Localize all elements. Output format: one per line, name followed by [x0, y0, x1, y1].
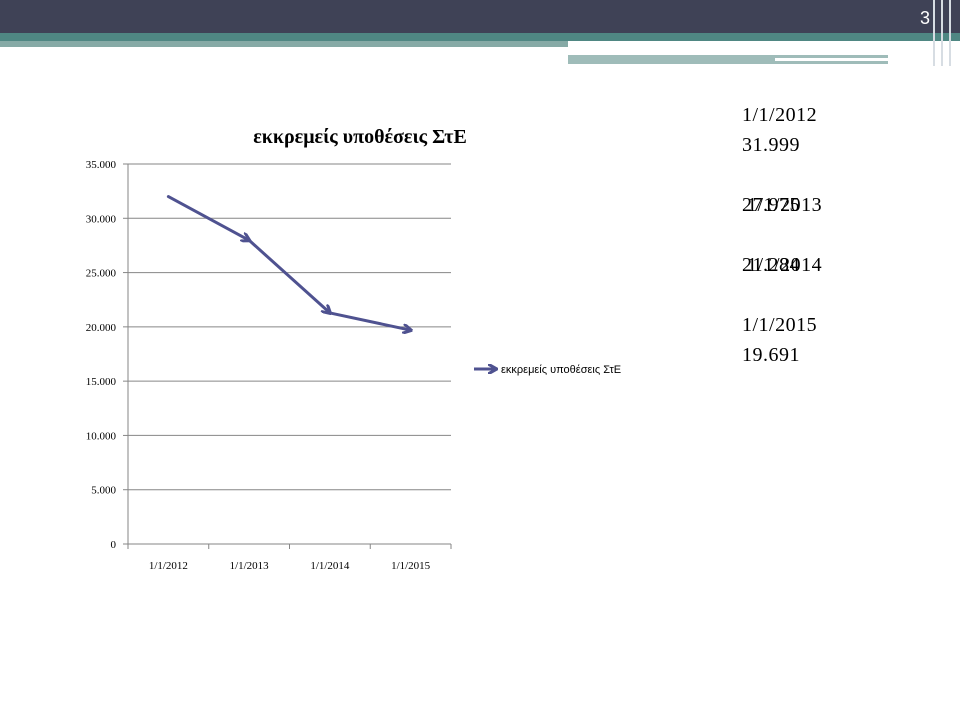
decorative-vertical-line: [933, 0, 935, 66]
decorative-line: [568, 55, 888, 64]
legend-label: εκκρεμείς υποθέσεις ΣτΕ: [501, 364, 621, 376]
values-list-entry: 1/1/2012 31.999: [742, 100, 822, 160]
entry-date: 1/1/2014: [747, 254, 823, 276]
entry-value: 21.284: [742, 254, 800, 276]
entry-date: 1/1/2015: [742, 314, 818, 336]
y-tick-label: 30.000: [86, 213, 117, 225]
values-list-entry: 1/1/2013: [742, 190, 822, 220]
decorative-vertical-line: [941, 0, 943, 66]
series-line-segment: [166, 195, 249, 241]
chart-series: [166, 195, 411, 331]
slide-header-subband: [0, 41, 568, 47]
entry-value: 27.975: [742, 194, 800, 216]
x-tick-label: 1/1/2013: [230, 560, 270, 572]
x-tick-label: 1/1/2012: [149, 560, 188, 572]
slide-header-bar: [0, 0, 960, 33]
values-list-entry: 21.284: [742, 250, 822, 280]
values-list-entry: 27.975: [742, 190, 822, 220]
y-tick-label: 35.000: [86, 159, 117, 171]
slide-header-band: [0, 33, 960, 41]
x-tick-label: 1/1/2014: [310, 560, 350, 572]
series-line-segment: [328, 311, 411, 330]
y-tick-label: 0: [111, 539, 117, 551]
entry-value: 19.691: [742, 344, 800, 366]
values-list: 1/1/2012 31.999 1/1/2013 27.975 1/1/2014…: [742, 100, 822, 400]
x-tick-label: 1/1/2015: [391, 560, 431, 572]
y-tick-label: 5.000: [91, 485, 116, 497]
y-tick-label: 25.000: [86, 268, 117, 280]
chart-legend: εκκρεμείς υποθέσεις ΣτΕ: [474, 364, 621, 376]
entry-date: 1/1/2012: [742, 104, 818, 126]
y-tick-label: 10.000: [86, 430, 117, 442]
chart-axes: 0 5.000 10.000 15.000 20.000 25.000 30.000 35.0…: [86, 159, 452, 572]
decorative-line: [775, 58, 888, 61]
slide-number: 3: [919, 8, 930, 28]
y-tick-label: 15.000: [86, 376, 117, 388]
series-line-segment: [247, 238, 330, 313]
chart-title: εκκρεμείς υποθέσεις ΣτΕ: [253, 126, 467, 148]
decorative-line: [570, 50, 888, 53]
values-list-entry: 1/1/2015 19.691: [742, 310, 822, 370]
y-tick-label: 20.000: [86, 322, 117, 334]
entry-value: 31.999: [742, 134, 800, 156]
values-list-entry: 1/1/2014: [742, 250, 822, 280]
chart-grid: [128, 163, 451, 491]
decorative-vertical-line: [949, 0, 951, 66]
entry-date: 1/1/2013: [747, 194, 823, 216]
